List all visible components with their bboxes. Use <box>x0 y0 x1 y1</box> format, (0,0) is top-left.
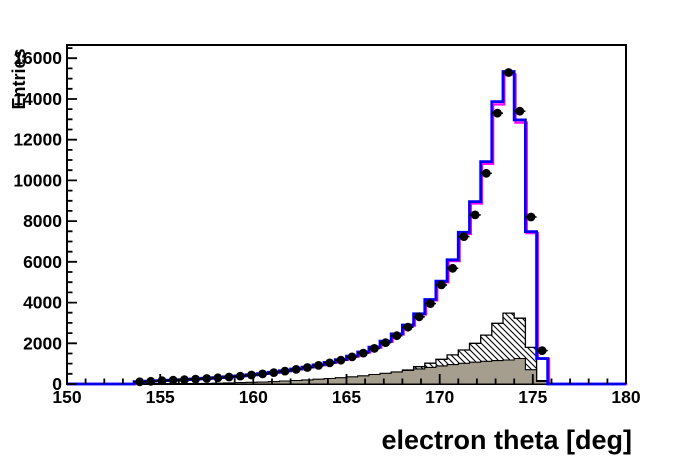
y-tick-label: 14000 <box>13 89 62 109</box>
data-point-marker <box>247 370 256 380</box>
x-tick-label: 180 <box>611 387 640 407</box>
data-point-marker <box>493 108 502 118</box>
data-point-marker <box>168 375 178 385</box>
background-solid-histogram <box>155 357 549 385</box>
data-point-marker <box>392 331 402 341</box>
plot-frame <box>66 44 627 385</box>
x-tick-label: 175 <box>518 387 547 407</box>
data-point-marker <box>191 374 201 384</box>
x-tick-label: 155 <box>146 387 175 407</box>
y-tick-label: 6000 <box>23 252 62 272</box>
data-point-marker <box>381 338 390 348</box>
x-tick-label: 150 <box>52 387 81 407</box>
data-point-marker <box>325 358 335 368</box>
data-point-marker <box>235 371 245 381</box>
data-point-marker <box>135 377 145 387</box>
data-point-marker <box>414 312 424 322</box>
data-point-marker <box>470 210 480 220</box>
data-point-marker <box>358 348 368 358</box>
data-point-marker <box>303 363 312 372</box>
data-point-marker <box>537 346 547 355</box>
y-tick-label: 8000 <box>23 211 62 231</box>
data-point-marker <box>180 375 189 385</box>
y-tick-label: 4000 <box>23 293 62 313</box>
y-tick-label: 10000 <box>13 170 62 190</box>
data-point-marker <box>224 372 234 382</box>
data-point-marker <box>426 299 435 308</box>
y-tick-label: 12000 <box>13 130 62 150</box>
y-tick-label: 0 <box>52 374 62 394</box>
data-point-marker <box>280 366 290 376</box>
data-point-marker <box>459 232 469 242</box>
data-point-marker <box>481 168 491 178</box>
data-point-marker <box>515 106 525 116</box>
data-point-marker <box>314 361 323 370</box>
data-point-marker <box>269 368 279 377</box>
x-tick-label: 165 <box>332 387 361 407</box>
x-tick-label: 160 <box>239 387 268 407</box>
data-point-marker <box>336 355 346 365</box>
data-point-marker <box>526 212 536 222</box>
data-point-marker <box>437 280 446 290</box>
y-tick-label: 16000 <box>13 48 62 68</box>
data-point-marker <box>258 369 267 379</box>
data-point-marker <box>448 263 458 273</box>
data-point-marker <box>202 374 212 383</box>
data-point-marker <box>504 68 513 77</box>
data-point-marker <box>146 376 156 386</box>
data-point-marker <box>157 376 167 386</box>
data-point-marker <box>291 365 301 374</box>
x-tick-label: 170 <box>425 387 454 407</box>
x-axis-title: electron theta [deg] <box>381 425 632 455</box>
data-point-marker <box>347 352 357 362</box>
y-tick-label: 2000 <box>23 333 62 353</box>
data-point-marker <box>403 322 413 332</box>
data-point-marker <box>213 373 223 383</box>
y-axis-title: Entries <box>9 48 29 110</box>
data-point-marker <box>370 344 379 353</box>
